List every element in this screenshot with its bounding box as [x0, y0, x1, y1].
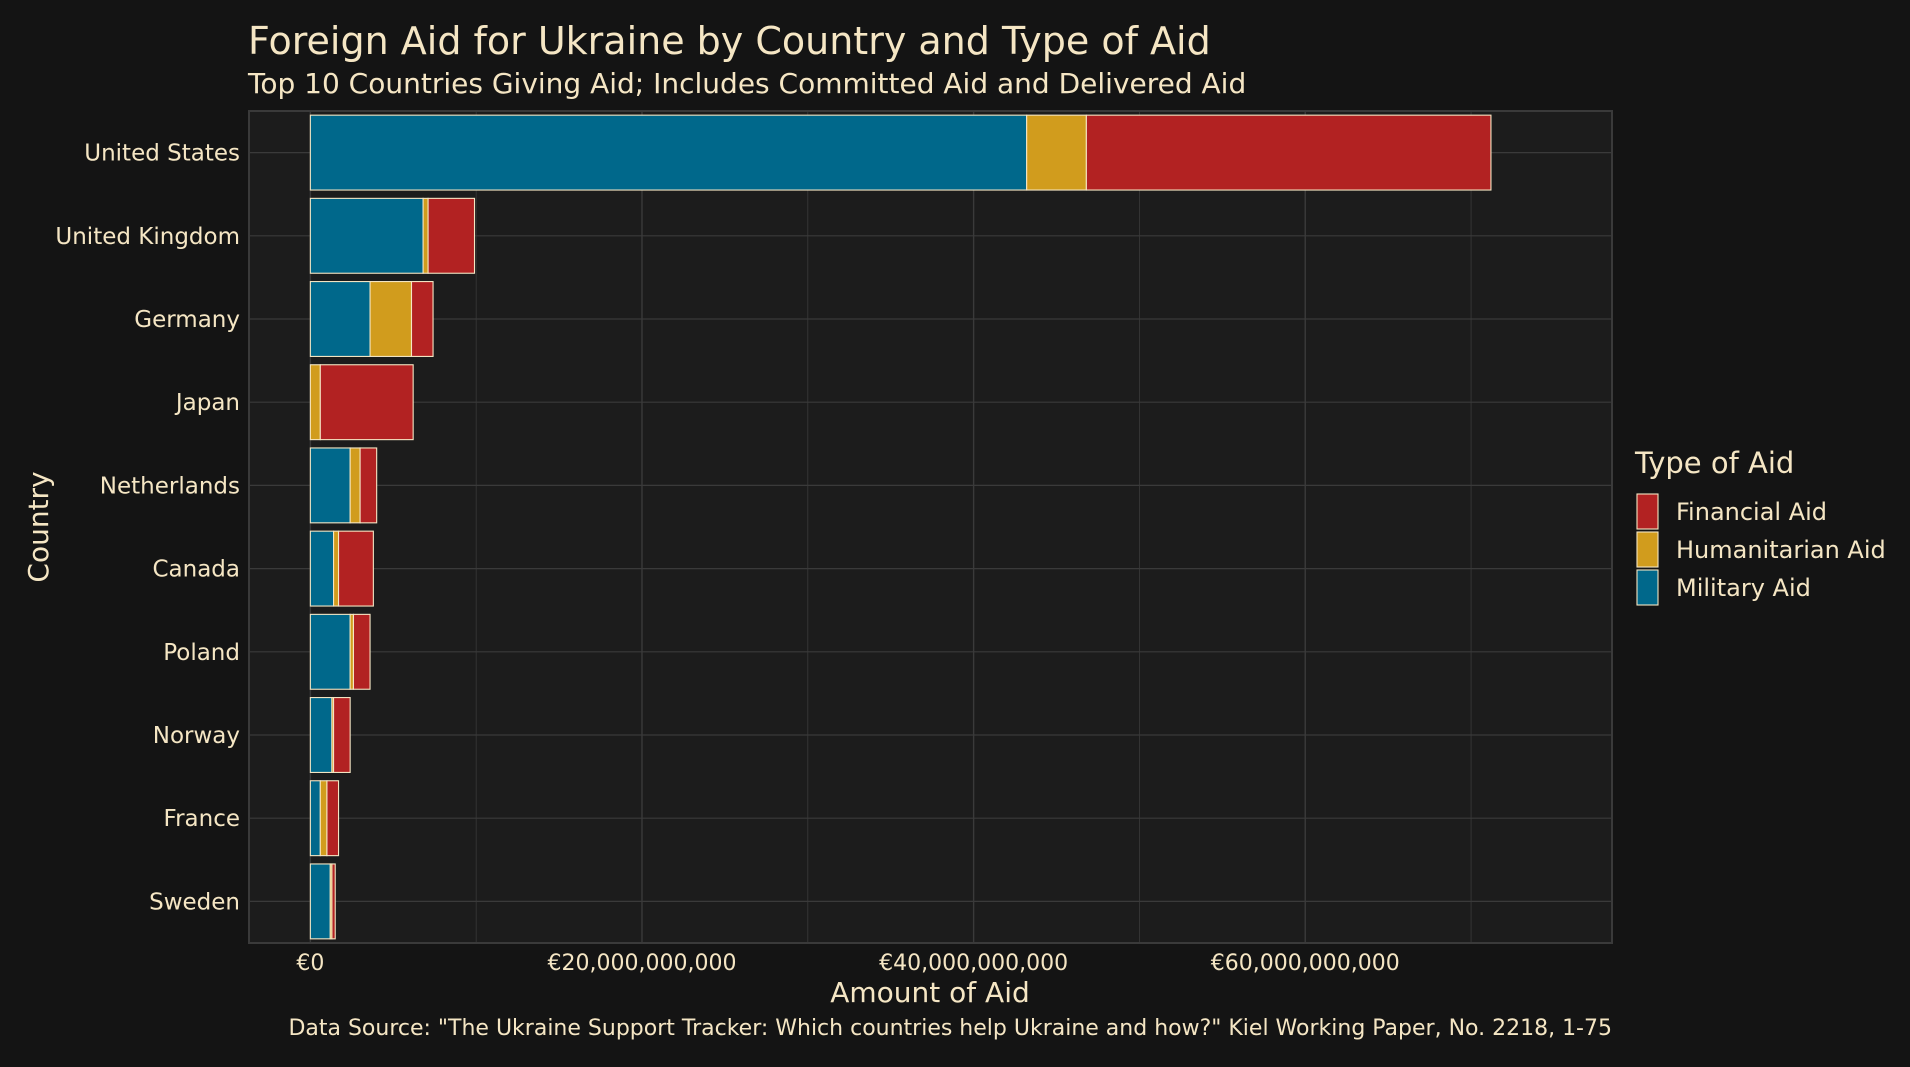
y-tick-labels: United States United Kingdom Germany Japan N… [55, 141, 240, 916]
bar-financial-aid-germany [410, 281, 434, 357]
bar-humanitarian-aid-united-kingdom [422, 197, 429, 274]
bar-military-aid-germany [309, 281, 371, 357]
y-tick-label: Netherlands [100, 473, 240, 499]
legend: Type of Aid Financial Aid Humanitarian Ai… [1634, 446, 1886, 606]
chart-caption: Data Source: "The Ukraine Support Tracke… [288, 1016, 1612, 1041]
y-tick-label: Canada [152, 557, 240, 583]
bar-financial-aid-united-kingdom [427, 197, 476, 274]
bar-military-aid-united-states [309, 114, 1028, 191]
bar-military-aid-united-kingdom [309, 197, 424, 274]
bar-financial-aid-japan [319, 364, 414, 441]
y-tick-label: Poland [163, 640, 240, 666]
y-tick-label: Germany [134, 307, 240, 333]
y-tick-label: France [164, 806, 240, 832]
grid [249, 111, 1612, 943]
legend-title: Type of Aid [1634, 446, 1794, 480]
bar-financial-aid-norway [333, 697, 351, 773]
bar-humanitarian-aid-germany [369, 281, 413, 357]
bar-military-aid-canada [309, 530, 335, 607]
chart-subtitle: Top 10 Countries Giving Aid; Includes Co… [247, 67, 1246, 100]
legend-label: Humanitarian Aid [1676, 536, 1886, 564]
bar-financial-aid-sweden [331, 863, 336, 940]
bar-humanitarian-aid-france [319, 780, 328, 857]
bar-financial-aid-netherlands [359, 447, 378, 524]
bar-military-aid-france [309, 780, 321, 857]
bar-humanitarian-aid-japan [309, 364, 321, 441]
bar-humanitarian-aid-canada [333, 530, 340, 607]
y-tick-label: Sweden [149, 889, 240, 915]
legend-label: Financial Aid [1676, 498, 1827, 526]
chart-title: Foreign Aid for Ukraine by Country and T… [248, 19, 1211, 63]
x-tick-label: €0 [296, 951, 324, 976]
bar-military-aid-poland [309, 613, 351, 690]
bar-financial-aid-poland [352, 613, 371, 690]
y-tick-label: United Kingdom [55, 224, 240, 250]
bar-military-aid-netherlands [309, 447, 351, 524]
bar-humanitarian-aid-united-states [1026, 114, 1087, 191]
x-axis-label: Amount of Aid [830, 976, 1030, 1009]
legend-items: Financial Aid Humanitarian Aid Military Ai… [1636, 493, 1886, 606]
bar-financial-aid-france [326, 780, 340, 857]
y-tick-label: Norway [153, 723, 240, 749]
legend-swatch [1636, 569, 1659, 606]
bar-military-aid-norway [309, 697, 333, 773]
bar-military-aid-sweden [309, 863, 331, 940]
legend-swatch [1636, 531, 1659, 568]
x-tick-label: €20,000,000,000 [548, 951, 737, 976]
x-tick-label: €40,000,000,000 [879, 951, 1068, 976]
x-tick-label: €60,000,000,000 [1211, 951, 1400, 976]
bars [309, 114, 1492, 940]
legend-swatch [1636, 493, 1659, 530]
y-tick-label: United States [84, 141, 240, 167]
bar-financial-aid-united-states [1085, 114, 1492, 191]
x-tick-labels: €0 €20,000,000,000 €40,000,000,000 €60,000,… [296, 951, 1399, 976]
y-axis-label: Country [22, 471, 55, 582]
bar-humanitarian-aid-netherlands [349, 447, 361, 524]
bar-financial-aid-canada [337, 530, 374, 607]
legend-label: Military Aid [1676, 574, 1811, 602]
y-tick-label: Japan [174, 390, 240, 416]
